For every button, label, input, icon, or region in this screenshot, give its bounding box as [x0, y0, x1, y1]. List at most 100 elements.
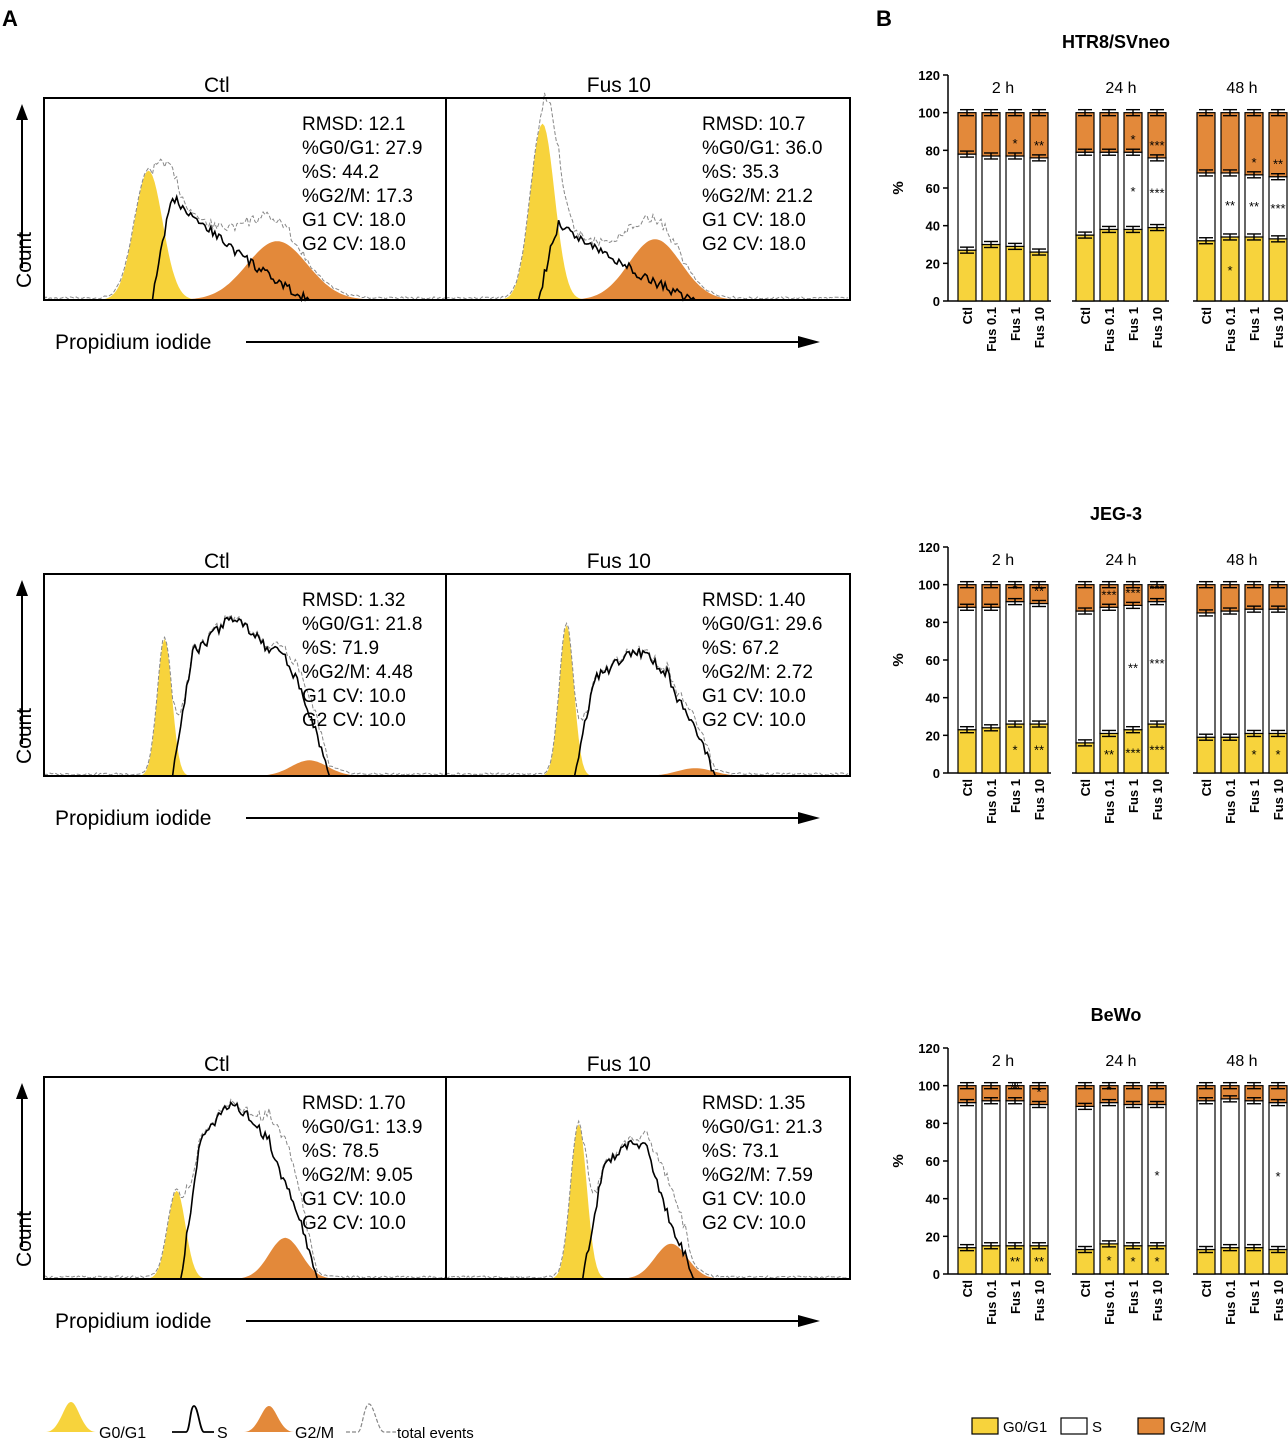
pi-axis-arrowhead: [798, 812, 820, 824]
y-tick-label: 40: [926, 691, 940, 706]
significance-marker: *: [1106, 1083, 1111, 1098]
flow-stat-line: G1 CV: 18.0: [302, 210, 406, 231]
category-tick-label: Fus 0.1: [984, 779, 999, 824]
flow-row-jeg-3: Ctl RMSD: 1.32 %G0/G1: 21.8 %S: 71.9 %G2/M: …: [13, 550, 851, 830]
group-label: 48 h: [1226, 80, 1257, 97]
category-tick-label: Fus 10: [1150, 1280, 1165, 1321]
bar-group: 2 h Ctl Fus 0.1 Fus 1 Fus 10: [948, 1053, 1051, 1325]
total-events-curve: [445, 622, 849, 776]
bar-segment-g0g1: [1196, 240, 1216, 302]
legend-label-g2m: G2/M: [1170, 1419, 1207, 1436]
flow-plot-title: Fus 10: [587, 550, 651, 573]
bar-segment-g2m: [957, 112, 977, 155]
bar-segment-g2m: [1075, 112, 1095, 153]
flow-stat-line: G2 CV: 18.0: [302, 234, 406, 255]
significance-marker: ***: [1125, 585, 1140, 600]
total-events-curve: [445, 1119, 849, 1279]
flow-stat-line: RMSD: 1.70: [302, 1093, 405, 1114]
bar-segment-g0g1: [1196, 736, 1216, 774]
y-tick-label: 0: [933, 766, 940, 781]
flow-stat-line: G2 CV: 10.0: [702, 1213, 806, 1234]
count-axis-arrowhead: [16, 580, 28, 596]
panel-b-stacked-bar-charts: HTR8/SVneo 0 20 40 60 80 100 120% 2 h Ctl Fus 0.1 F…: [890, 32, 1288, 1325]
flow-stat-line: G1 CV: 10.0: [702, 1189, 806, 1210]
flow-plot: Ctl RMSD: 1.32 %G0/G1: 21.8 %S: 71.9 %G2/M: …: [43, 550, 447, 777]
bar-segment-s: [957, 153, 977, 251]
bar-segment-s: [981, 155, 1001, 246]
y-axis-label: %: [890, 653, 907, 666]
bar-segment-s: [981, 606, 1001, 729]
flow-stat-line: G1 CV: 18.0: [702, 210, 806, 231]
flow-plot: Ctl RMSD: 12.1 %G0/G1: 27.9 %S: 44.2 %G2/M: …: [43, 74, 447, 303]
flow-row-htr8-svneo: Ctl RMSD: 12.1 %G0/G1: 27.9 %S: 44.2 %G2/M: …: [13, 74, 851, 354]
bar-chart-htr8-svneo: HTR8/SVneo 0 20 40 60 80 100 120% 2 h Ctl Fus 0.1 F…: [890, 32, 1288, 352]
y-tick-label: 60: [926, 653, 940, 668]
bar-segment-g2m: [1075, 584, 1095, 612]
flow-stat-line: G1 CV: 10.0: [702, 686, 806, 707]
category-tick-label: Fus 0.1: [984, 1280, 999, 1325]
total-events-curve: [43, 613, 447, 776]
bar-segment-s: [1196, 172, 1216, 242]
y-tick-label: 20: [926, 256, 940, 271]
pi-axis-label: Propidium iodide: [55, 331, 211, 354]
category-tick-label: Ctl: [1199, 779, 1214, 796]
group-label: 2 h: [992, 80, 1014, 97]
flow-stat-line: %S: 78.5: [302, 1141, 379, 1162]
significance-marker: *: [1154, 1168, 1159, 1183]
flow-row-bewo: Ctl RMSD: 1.70 %G0/G1: 13.9 %S: 78.5 %G2/M: …: [13, 1053, 851, 1333]
y-tick-label: 120: [918, 68, 940, 83]
flow-stat-line: G2 CV: 10.0: [702, 710, 806, 731]
bar-segment-g0g1: [1029, 251, 1049, 302]
bar-segment-g0g1: [1244, 1247, 1264, 1275]
significance-marker: *: [1154, 1254, 1159, 1269]
significance-marker: *: [1012, 743, 1017, 758]
category-tick-label: Ctl: [960, 1280, 975, 1297]
chart-title: JEG-3: [1090, 504, 1142, 524]
g0g1-peak: [44, 170, 446, 300]
bar-segment-g2m: [1220, 584, 1240, 612]
legend-label-g0g1: G0/G1: [1003, 1419, 1047, 1436]
bar-segment-g0g1: [1244, 236, 1264, 302]
flow-stat-line: %G2/M: 2.72: [702, 662, 813, 683]
category-tick-label: Ctl: [1199, 1280, 1214, 1297]
legend-a: G0/G1 S G2/M total events: [46, 1402, 474, 1442]
bar-segment-s: [1244, 1100, 1264, 1249]
bar-group: 24 h Ctl Fus 0.1 Fus 1 Fus 10: [1072, 1053, 1169, 1325]
significance-marker: *: [1275, 1169, 1280, 1184]
bar-segment-g2m: [981, 112, 1001, 157]
bar-segment-s: [1075, 151, 1095, 236]
legend-swatch-s: [1060, 1417, 1088, 1435]
flow-stat-line: %G0/G1: 29.6: [702, 614, 822, 635]
significance-marker: ***: [1125, 745, 1140, 760]
flow-plot: Fus 10 RMSD: 10.7 %G0/G1: 36.0 %S: 35.3 %G2/…: [445, 74, 849, 302]
category-tick-label: Fus 1: [1247, 1280, 1262, 1314]
group-label: 24 h: [1105, 552, 1136, 569]
category-tick-label: Fus 10: [1032, 1280, 1047, 1321]
bar-segment-g0g1: [981, 1245, 1001, 1275]
significance-marker: **: [1104, 747, 1114, 762]
y-tick-label: 100: [918, 1079, 940, 1094]
category-tick-label: Ctl: [1078, 307, 1093, 324]
bar-segment-g0g1: [1220, 1247, 1240, 1275]
category-tick-label: Fus 0.1: [1102, 307, 1117, 352]
total-events-curve: [43, 1098, 447, 1279]
legend-swatch-g2m: [1137, 1417, 1165, 1435]
flow-stat-line: %S: 67.2: [702, 638, 779, 659]
bar-segment-g0g1: [1220, 736, 1240, 774]
flow-stat-line: RMSD: 12.1: [302, 114, 405, 135]
legend-label-g0g1: G0/G1: [99, 1425, 146, 1442]
bar-segment-g0g1: [957, 729, 977, 774]
y-tick-label: 100: [918, 578, 940, 593]
category-tick-label: Ctl: [960, 779, 975, 796]
bar-segment-s: [1220, 1098, 1240, 1249]
group-label: 24 h: [1105, 80, 1136, 97]
bar-segment-g0g1: [981, 243, 1001, 302]
flow-stat-line: %G0/G1: 21.3: [702, 1117, 822, 1138]
significance-marker: *: [1130, 1254, 1135, 1269]
g2m-peak: [446, 239, 848, 300]
significance-marker: ***: [1149, 186, 1164, 201]
bar-group: 24 h Ctl Fus 0.1 Fus 1 Fus 10: [1072, 80, 1169, 352]
bar-segment-s: [1220, 610, 1240, 738]
y-tick-label: 20: [926, 728, 940, 743]
category-tick-label: Fus 10: [1150, 307, 1165, 348]
